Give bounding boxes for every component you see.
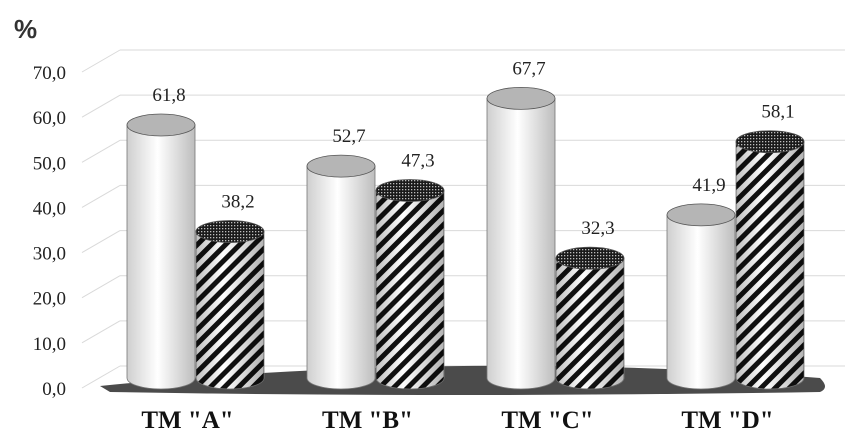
y-tick-label: 20,0 xyxy=(33,289,66,310)
bar xyxy=(375,179,445,390)
gridline xyxy=(81,49,121,73)
bar xyxy=(306,154,376,390)
y-tick-label: 30,0 xyxy=(33,244,66,265)
gridline xyxy=(81,365,121,389)
bar-top xyxy=(306,154,376,178)
y-axis-ticks: 0,0 10,0 20,0 30,0 40,0 50,0 60,0 70,0 xyxy=(33,63,66,400)
y-tick-label: 50,0 xyxy=(33,153,66,174)
x-tick-label: TM "D" xyxy=(681,407,773,434)
floor-shadow xyxy=(100,365,825,395)
bar-body xyxy=(126,124,196,390)
data-label: 61,8 xyxy=(152,85,185,106)
data-label: 47,3 xyxy=(401,150,434,171)
gridline xyxy=(81,94,121,118)
value-labels: 61,8 38,2 52,7 47,3 67,7 32,3 41,9 58,1 xyxy=(152,58,794,239)
bar xyxy=(666,203,736,390)
gridline xyxy=(81,275,121,299)
bars xyxy=(126,86,805,390)
bar xyxy=(486,86,556,390)
bar xyxy=(195,220,265,390)
bar-top xyxy=(666,203,736,227)
bar-body xyxy=(306,165,376,390)
y-tick-label: 70,0 xyxy=(33,63,66,84)
y-tick-label: 10,0 xyxy=(33,334,66,355)
bar-top xyxy=(555,246,625,270)
y-tick-label: 60,0 xyxy=(33,108,66,129)
bar-shading xyxy=(196,231,264,389)
bar-shading xyxy=(376,190,444,389)
bar-top xyxy=(735,130,805,154)
bar-shading xyxy=(556,258,624,389)
y-tick-label: 40,0 xyxy=(33,198,66,219)
bar-top xyxy=(195,220,265,243)
chart-floor xyxy=(100,365,825,395)
gridline xyxy=(81,230,121,254)
bar-top xyxy=(486,86,556,110)
category-labels: TM "A" TM "B" TM "C" TM "D" xyxy=(141,407,773,434)
data-label: 67,7 xyxy=(512,58,545,79)
data-label: 41,9 xyxy=(692,175,725,196)
x-tick-label: TM "C" xyxy=(501,407,593,434)
bar-top xyxy=(126,113,196,137)
gridline xyxy=(81,320,121,344)
bar xyxy=(555,246,625,390)
bar-shading xyxy=(736,141,804,389)
svg-text:%: % xyxy=(14,14,37,44)
bar xyxy=(126,113,196,390)
bar xyxy=(735,130,805,390)
x-tick-label: TM "A" xyxy=(141,407,233,434)
x-tick-label: TM "B" xyxy=(322,407,413,434)
bar-body xyxy=(486,97,556,390)
bar-top xyxy=(375,179,445,202)
y-unit-label: % xyxy=(14,14,37,44)
data-label: 58,1 xyxy=(761,102,794,123)
data-label: 52,7 xyxy=(332,126,365,147)
bar-body xyxy=(666,214,736,390)
data-label: 32,3 xyxy=(581,218,614,239)
gridline xyxy=(81,139,121,163)
data-label: 38,2 xyxy=(221,192,254,213)
gridline xyxy=(81,184,121,208)
y-tick-label: 0,0 xyxy=(42,379,66,400)
